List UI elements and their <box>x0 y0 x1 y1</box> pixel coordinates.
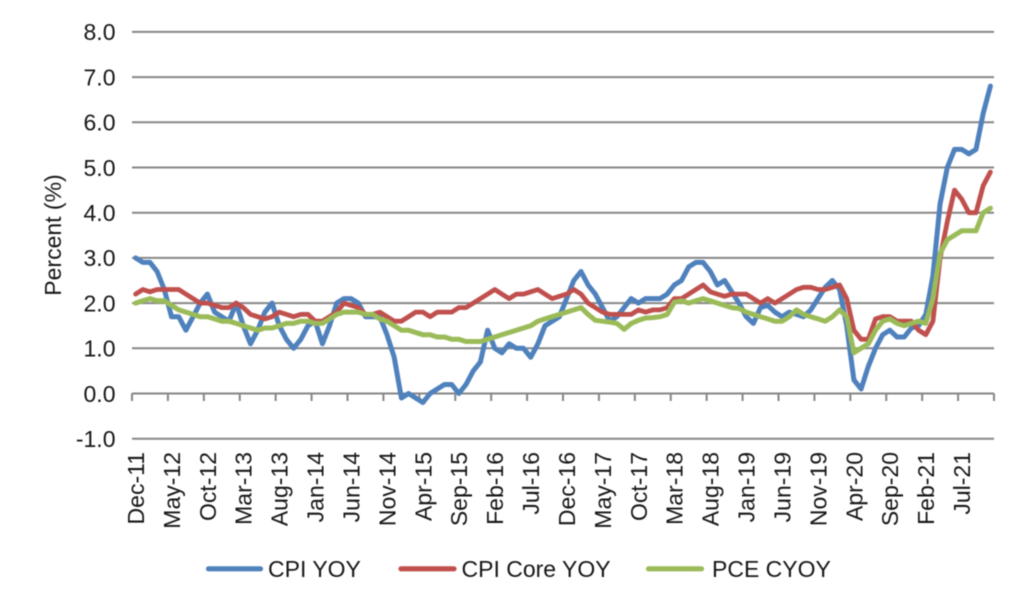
svg-text:Mar-18: Mar-18 <box>662 452 688 525</box>
svg-text:3.0: 3.0 <box>84 245 116 271</box>
svg-text:Apr-20: Apr-20 <box>841 452 867 521</box>
svg-text:Jan-14: Jan-14 <box>303 452 329 523</box>
svg-text:6.0: 6.0 <box>84 110 116 136</box>
svg-text:Dec-11: Dec-11 <box>123 452 149 524</box>
svg-text:8.0: 8.0 <box>84 19 116 45</box>
svg-text:Nov-14: Nov-14 <box>374 452 400 526</box>
svg-text:-1.0: -1.0 <box>76 426 116 452</box>
svg-text:Dec-16: Dec-16 <box>554 452 580 526</box>
svg-text:2.0: 2.0 <box>84 290 116 316</box>
svg-text:Percent (%): Percent (%) <box>40 174 66 295</box>
svg-text:7.0: 7.0 <box>84 64 116 90</box>
svg-text:PCE CYOY: PCE CYOY <box>712 556 831 582</box>
svg-text:Feb-16: Feb-16 <box>482 452 508 525</box>
svg-text:Jul-21: Jul-21 <box>949 452 975 515</box>
svg-text:Mar-13: Mar-13 <box>231 452 257 525</box>
svg-text:Jun-19: Jun-19 <box>769 452 795 522</box>
svg-text:May-17: May-17 <box>590 452 616 529</box>
svg-text:Apr-15: Apr-15 <box>410 452 436 521</box>
svg-text:5.0: 5.0 <box>84 155 116 181</box>
svg-text:Sep-20: Sep-20 <box>877 452 903 526</box>
svg-text:Sep-15: Sep-15 <box>446 452 472 526</box>
svg-text:Jun-14: Jun-14 <box>338 452 364 523</box>
svg-text:Oct-12: Oct-12 <box>195 452 221 521</box>
svg-text:Nov-19: Nov-19 <box>805 452 831 526</box>
svg-text:Feb-21: Feb-21 <box>913 452 939 525</box>
svg-text:May-12: May-12 <box>159 452 185 529</box>
svg-text:Oct-17: Oct-17 <box>626 452 652 521</box>
svg-text:Aug-18: Aug-18 <box>698 452 724 526</box>
svg-text:Jan-19: Jan-19 <box>734 452 760 522</box>
svg-text:CPI YOY: CPI YOY <box>268 556 361 582</box>
svg-text:CPI Core YOY: CPI Core YOY <box>462 556 611 582</box>
svg-text:1.0: 1.0 <box>84 336 116 362</box>
svg-text:4.0: 4.0 <box>84 200 116 226</box>
svg-text:Jul-16: Jul-16 <box>518 452 544 515</box>
svg-text:Aug-13: Aug-13 <box>267 452 293 526</box>
svg-text:0.0: 0.0 <box>84 381 116 407</box>
